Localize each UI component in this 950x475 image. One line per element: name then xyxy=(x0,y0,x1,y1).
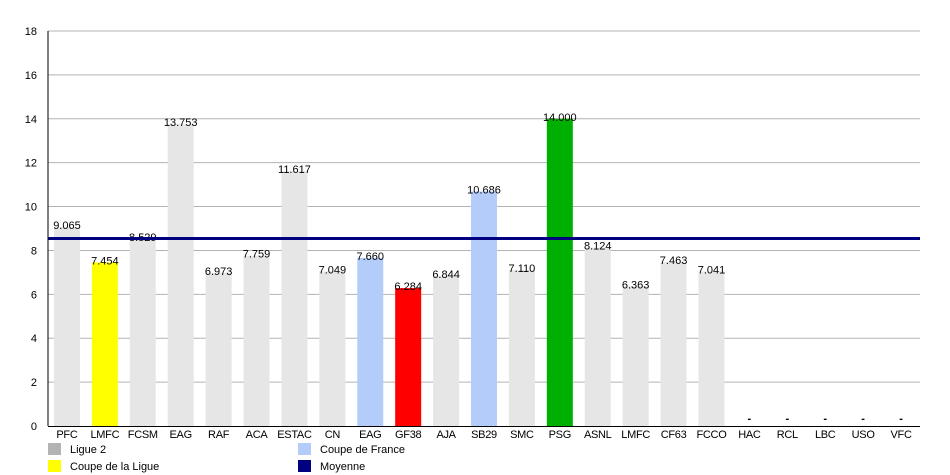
x-tick-label: SMC xyxy=(510,429,534,441)
data-label: 7.041 xyxy=(698,264,726,276)
x-tick-label: HAC xyxy=(738,429,761,441)
bar xyxy=(357,257,384,426)
x-tick-label: LMFC xyxy=(621,429,650,441)
bar xyxy=(53,227,80,426)
bar xyxy=(395,288,422,426)
bar xyxy=(281,171,308,426)
x-tick-label: USO xyxy=(852,429,876,441)
bar xyxy=(129,238,156,426)
legend-swatch xyxy=(48,460,61,472)
bar xyxy=(243,255,270,426)
legend-swatch xyxy=(48,443,61,455)
x-tick-label: CF63 xyxy=(661,429,687,441)
data-label: 7.660 xyxy=(356,251,384,263)
legend-label: Coupe de France xyxy=(320,444,405,456)
y-tick-label: 2 xyxy=(31,377,37,389)
bar xyxy=(471,191,497,426)
x-tick-label: CN xyxy=(325,429,341,441)
y-tick-label: 12 xyxy=(25,158,37,170)
y-tick-label: 6 xyxy=(31,289,37,301)
legend-swatch xyxy=(298,443,311,455)
x-tick-label: ACA xyxy=(246,429,269,441)
data-label: - xyxy=(785,413,789,425)
data-label: 7.049 xyxy=(319,264,347,276)
x-tick-label: RAF xyxy=(208,429,230,441)
data-label: 11.617 xyxy=(278,164,311,176)
bar xyxy=(584,247,611,426)
bar xyxy=(319,271,346,426)
legend-swatch xyxy=(298,460,311,472)
y-tick-label: 10 xyxy=(25,202,37,214)
data-label: 9.065 xyxy=(53,220,81,232)
data-label: 14.000 xyxy=(543,112,577,124)
x-tick-label: EAG xyxy=(170,429,192,441)
x-tick-label: GF38 xyxy=(395,429,421,441)
y-tick-label: 8 xyxy=(31,245,37,257)
bar xyxy=(546,118,573,427)
data-label: 6.363 xyxy=(622,279,650,291)
y-tick-label: 16 xyxy=(25,70,37,82)
bar xyxy=(660,262,687,426)
data-label: 13.753 xyxy=(164,117,198,129)
x-tick-label: RCL xyxy=(777,429,798,441)
y-tick-label: 14 xyxy=(25,114,37,126)
x-tick-label: LBC xyxy=(815,429,836,441)
x-tick-label: VFC xyxy=(890,429,911,441)
x-tick-label: PFC xyxy=(56,429,77,441)
data-label: 7.454 xyxy=(91,255,119,267)
x-tick-label: FCCO xyxy=(696,429,727,441)
legend-label: Ligue 2 xyxy=(70,444,106,456)
x-tick-label: ESTAC xyxy=(277,429,312,441)
data-label: - xyxy=(748,413,752,425)
legend-label: Moyenne xyxy=(320,461,365,473)
x-tick-label: EAG xyxy=(359,429,381,441)
y-tick-label: 0 xyxy=(31,421,37,433)
data-label: 10.686 xyxy=(467,185,501,197)
bar xyxy=(508,269,535,426)
x-tick-label: LMFC xyxy=(90,429,119,441)
y-tick-label: 18 xyxy=(25,26,37,38)
x-tick-label: FCSM xyxy=(128,429,158,441)
data-label: 7.759 xyxy=(243,249,271,261)
data-label: 6.844 xyxy=(432,269,460,281)
data-label: 7.463 xyxy=(660,255,688,267)
legend-label: Coupe de la Ligue xyxy=(70,461,159,473)
data-label: 6.284 xyxy=(394,281,422,293)
x-tick-label: PSG xyxy=(549,429,571,441)
bar xyxy=(167,124,194,426)
x-tick-label: SB29 xyxy=(471,429,497,441)
y-tick-label: 4 xyxy=(31,333,37,345)
data-label: 6.973 xyxy=(205,266,233,278)
bar xyxy=(698,271,725,426)
bar xyxy=(433,275,460,426)
x-tick-label: AJA xyxy=(436,429,456,441)
data-label: - xyxy=(899,413,903,425)
bar xyxy=(622,286,649,426)
data-label: 8.124 xyxy=(584,241,612,253)
data-label: - xyxy=(823,413,827,425)
data-label: - xyxy=(861,413,865,425)
bar xyxy=(205,272,232,426)
data-label: 7.110 xyxy=(509,263,536,275)
bar xyxy=(91,262,118,426)
x-tick-label: ASNL xyxy=(584,429,612,441)
